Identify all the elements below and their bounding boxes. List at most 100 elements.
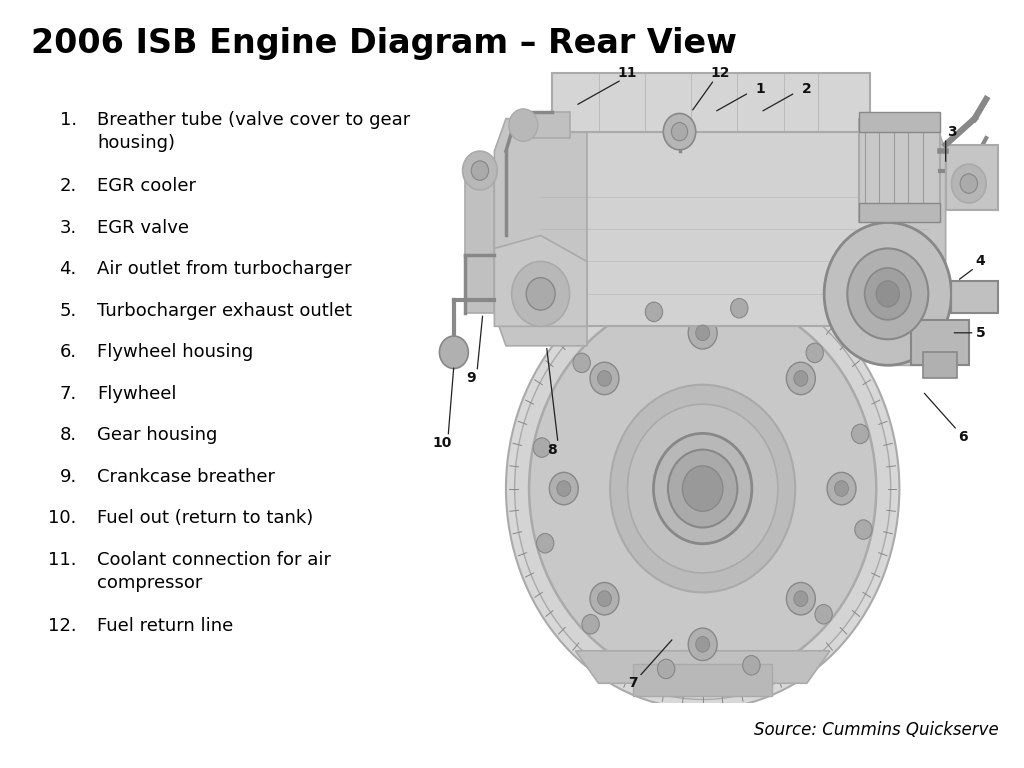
Text: 5.: 5. [59,302,77,319]
Polygon shape [495,236,587,326]
Polygon shape [888,339,951,366]
Text: Crankcase breather: Crankcase breather [97,468,275,485]
Text: 8.: 8. [59,426,77,444]
Circle shape [951,164,986,203]
Bar [946,144,997,210]
Circle shape [695,637,710,652]
Circle shape [794,371,808,386]
Circle shape [688,628,717,660]
Text: 10.: 10. [48,509,77,527]
Text: 1: 1 [756,82,765,97]
Text: Source: Cummins Quickserve: Source: Cummins Quickserve [754,721,998,739]
Circle shape [512,261,569,326]
Circle shape [557,481,570,496]
Text: 3.: 3. [59,219,77,237]
Circle shape [653,433,752,544]
Circle shape [526,278,555,310]
Text: Breather tube (valve cover to gear
housing): Breather tube (valve cover to gear housi… [97,111,411,152]
Circle shape [657,659,675,679]
Bar [633,664,772,697]
Circle shape [877,281,899,307]
Circle shape [549,472,579,505]
Text: Turbocharger exhaust outlet: Turbocharger exhaust outlet [97,302,352,319]
Circle shape [664,114,695,150]
Text: CUMMINS: CUMMINS [635,477,771,501]
Circle shape [645,302,663,322]
Circle shape [534,438,551,457]
Circle shape [628,404,778,573]
Circle shape [506,268,899,709]
Text: Flywheel housing: Flywheel housing [97,343,254,361]
Bar [859,203,940,223]
Bar [911,319,969,366]
Text: 2006 ISB Engine Diagram – Rear View: 2006 ISB Engine Diagram – Rear View [31,27,736,60]
Text: 7: 7 [629,677,638,690]
Text: Fuel return line: Fuel return line [97,617,233,634]
Text: 4: 4 [976,254,985,269]
Circle shape [439,336,468,369]
Circle shape [815,604,833,624]
Text: 6: 6 [958,429,968,444]
Circle shape [742,656,760,675]
Text: Air outlet from turbocharger: Air outlet from turbocharger [97,260,352,278]
Bar [923,353,957,379]
Circle shape [824,223,951,366]
Text: 9: 9 [467,371,476,386]
Circle shape [672,123,688,141]
Text: 8: 8 [548,442,557,457]
Circle shape [668,449,737,528]
Text: 6.: 6. [59,343,77,361]
Text: 2: 2 [802,82,812,97]
Text: 7.: 7. [59,385,77,402]
Circle shape [786,582,815,615]
Circle shape [794,591,808,607]
Polygon shape [495,118,587,346]
Circle shape [835,481,849,496]
Circle shape [864,268,911,319]
Circle shape [695,325,710,340]
Circle shape [573,353,591,372]
Circle shape [529,294,877,684]
Text: 3: 3 [946,124,956,139]
Bar [951,281,997,313]
Polygon shape [575,650,829,684]
Text: 12.: 12. [48,617,77,634]
Text: Coolant connection for air
compressor: Coolant connection for air compressor [97,551,332,591]
Text: Gear housing: Gear housing [97,426,218,444]
Bar [859,112,940,131]
Text: 2.: 2. [59,177,77,195]
Circle shape [806,343,823,362]
Circle shape [852,424,869,444]
Text: 11: 11 [617,66,637,80]
Circle shape [582,614,599,634]
Text: 11.: 11. [48,551,77,568]
Text: 4.: 4. [59,260,77,278]
Circle shape [688,316,717,349]
Circle shape [855,520,872,539]
Text: EGR valve: EGR valve [97,219,189,237]
Circle shape [827,472,856,505]
Circle shape [598,371,611,386]
Circle shape [610,385,796,592]
Bar [552,73,870,131]
Bar [541,131,929,326]
Bar [466,170,495,313]
Text: 1.: 1. [59,111,77,129]
Circle shape [515,278,891,700]
Text: Fuel out (return to tank): Fuel out (return to tank) [97,509,313,527]
Circle shape [730,299,748,318]
Text: 12: 12 [711,66,730,80]
Text: 5: 5 [976,326,985,339]
Circle shape [471,161,488,180]
Circle shape [847,249,929,339]
Text: EGR cooler: EGR cooler [97,177,197,195]
Circle shape [961,174,978,194]
Text: Flywheel: Flywheel [97,385,177,402]
Text: 10: 10 [432,436,452,450]
Circle shape [682,466,723,511]
Circle shape [786,362,815,395]
Circle shape [590,582,618,615]
Circle shape [590,362,618,395]
Circle shape [509,109,538,141]
Text: 9.: 9. [59,468,77,485]
